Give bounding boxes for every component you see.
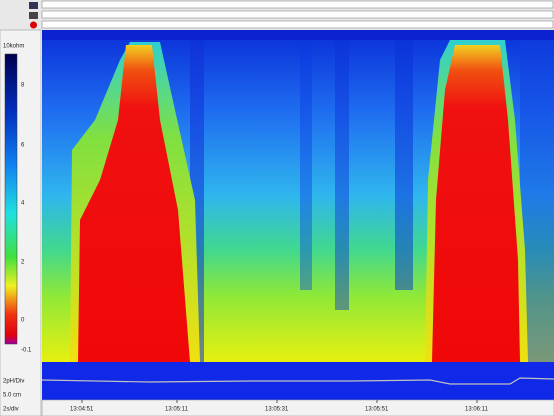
colorbar-label: 8 <box>21 83 25 89</box>
time-label: 13:05:31 <box>265 407 289 413</box>
scale-label: 2pH/Div <box>3 379 24 385</box>
position-label: 5.0 cm <box>3 393 21 399</box>
timebase-label: 2s/div <box>3 407 19 413</box>
track-bar <box>41 10 554 19</box>
track-bar <box>41 0 554 9</box>
time-label: 13:05:11 <box>165 407 189 413</box>
colorbar-label: 0 <box>21 318 25 324</box>
colorbar <box>4 53 18 345</box>
colorbar-label: 6 <box>21 143 25 149</box>
time-label: 13:04:51 <box>70 407 94 413</box>
colorbar-label: 4 <box>21 201 25 207</box>
time-axis <box>41 399 554 416</box>
heatmap <box>42 30 554 362</box>
time-label: 13:06:11 <box>465 407 489 413</box>
time-label: 13:05:51 <box>365 407 389 413</box>
icon-record[interactable] <box>30 21 37 29</box>
icon-pause[interactable] <box>29 12 38 19</box>
colorbar-unit: 10kohm <box>3 44 24 50</box>
ph-trace <box>41 377 554 385</box>
icon-save[interactable] <box>29 2 38 9</box>
colorbar-label: 2 <box>21 260 25 266</box>
colorbar-label: -0.1 <box>21 348 32 354</box>
track-bar <box>41 20 554 29</box>
